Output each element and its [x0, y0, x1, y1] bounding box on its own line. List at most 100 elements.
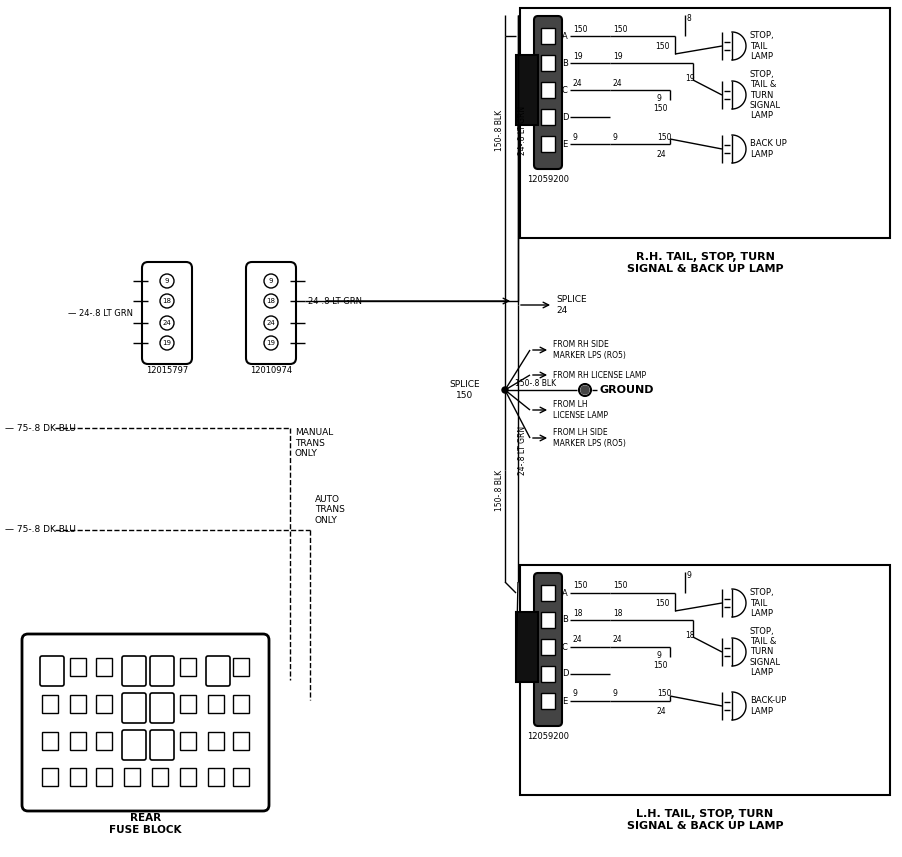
Text: 150: 150 — [612, 25, 627, 33]
Text: A: A — [561, 589, 567, 597]
Text: FROM RH SIDE
MARKER LPS (RO5): FROM RH SIDE MARKER LPS (RO5) — [552, 340, 625, 360]
Text: 150: 150 — [573, 582, 587, 590]
Bar — [42, 732, 58, 750]
Text: — 24-.8 LT GRN: — 24-.8 LT GRN — [68, 309, 133, 317]
Circle shape — [160, 294, 174, 308]
Circle shape — [263, 336, 278, 350]
Text: — 75-.8 DK BLU: — 75-.8 DK BLU — [5, 525, 76, 535]
Bar — [96, 658, 112, 676]
Text: STOP,
TAIL
LAMP: STOP, TAIL LAMP — [750, 588, 774, 618]
Text: GROUND: GROUND — [599, 385, 654, 395]
FancyBboxPatch shape — [206, 656, 230, 686]
Text: 150: 150 — [652, 661, 667, 669]
Text: SPLICE
150: SPLICE 150 — [449, 381, 480, 399]
Bar — [520, 8, 889, 238]
Bar — [515, 612, 538, 682]
Circle shape — [263, 316, 278, 330]
Text: 9: 9 — [686, 571, 691, 579]
Text: 19: 19 — [573, 51, 582, 61]
Text: 9: 9 — [657, 650, 661, 660]
Text: 9: 9 — [612, 133, 617, 141]
Text: 150: 150 — [652, 104, 667, 112]
Text: REAR: REAR — [130, 813, 161, 823]
Text: 9: 9 — [657, 93, 661, 103]
Text: 19: 19 — [266, 340, 275, 346]
Text: 150-.8 BLK: 150-.8 BLK — [514, 379, 556, 387]
Text: A: A — [561, 32, 567, 40]
Bar — [540, 585, 555, 601]
Bar — [540, 55, 555, 71]
Text: 150: 150 — [657, 690, 671, 698]
Text: 12059200: 12059200 — [527, 175, 568, 184]
FancyBboxPatch shape — [40, 656, 64, 686]
Bar — [152, 768, 168, 786]
Text: 150: 150 — [612, 582, 627, 590]
Circle shape — [160, 274, 174, 288]
Text: 24-.8 LT GRN: 24-.8 LT GRN — [308, 297, 362, 305]
Bar — [540, 666, 555, 682]
Text: B: B — [561, 615, 567, 625]
Bar — [520, 565, 889, 795]
Text: 8: 8 — [686, 14, 691, 22]
Text: FROM LH
LICENSE LAMP: FROM LH LICENSE LAMP — [552, 400, 607, 420]
Text: 18: 18 — [685, 631, 694, 639]
Text: R.H. TAIL, STOP, TURN
SIGNAL & BACK UP LAMP: R.H. TAIL, STOP, TURN SIGNAL & BACK UP L… — [626, 252, 782, 273]
Circle shape — [580, 386, 588, 394]
Bar — [70, 768, 86, 786]
Bar — [515, 55, 538, 125]
FancyBboxPatch shape — [150, 693, 174, 723]
Text: 24: 24 — [573, 636, 582, 644]
Text: 150: 150 — [657, 133, 671, 141]
Text: 12015797: 12015797 — [146, 366, 188, 375]
Text: AUTO
TRANS
ONLY: AUTO TRANS ONLY — [315, 495, 345, 524]
Text: D: D — [561, 669, 568, 679]
Text: 9: 9 — [164, 278, 169, 284]
FancyBboxPatch shape — [533, 573, 561, 726]
Text: 24: 24 — [266, 320, 275, 326]
Circle shape — [160, 316, 174, 330]
Text: B: B — [561, 58, 567, 68]
Text: 9: 9 — [269, 278, 273, 284]
Bar — [96, 695, 112, 713]
Bar — [124, 768, 140, 786]
Text: — 75-.8 DK BLU: — 75-.8 DK BLU — [5, 423, 76, 433]
Circle shape — [263, 274, 278, 288]
Text: BACK UP
LAMP: BACK UP LAMP — [750, 140, 786, 159]
Text: 19: 19 — [612, 51, 622, 61]
Bar — [70, 658, 86, 676]
Text: C: C — [561, 643, 567, 651]
Text: L.H. TAIL, STOP, TURN
SIGNAL & BACK UP LAMP: L.H. TAIL, STOP, TURN SIGNAL & BACK UP L… — [626, 809, 782, 830]
Text: 24: 24 — [162, 320, 171, 326]
Bar — [207, 732, 224, 750]
Bar — [96, 732, 112, 750]
Text: STOP,
TAIL
LAMP: STOP, TAIL LAMP — [750, 31, 774, 61]
FancyBboxPatch shape — [245, 262, 296, 364]
Text: 24: 24 — [657, 149, 666, 159]
Bar — [233, 658, 249, 676]
FancyBboxPatch shape — [122, 730, 146, 760]
Circle shape — [263, 294, 278, 308]
Bar — [540, 82, 555, 98]
Bar — [70, 695, 86, 713]
Text: C: C — [561, 86, 567, 94]
Bar — [96, 768, 112, 786]
Bar — [179, 732, 196, 750]
Text: 150: 150 — [654, 41, 668, 51]
Text: 24-.8 LT GRN: 24-.8 LT GRN — [518, 105, 527, 154]
Bar — [42, 695, 58, 713]
Text: 12010974: 12010974 — [250, 366, 291, 375]
Bar — [179, 658, 196, 676]
Text: 9: 9 — [573, 133, 577, 141]
Text: D: D — [561, 112, 568, 122]
FancyBboxPatch shape — [142, 262, 192, 364]
FancyBboxPatch shape — [22, 634, 269, 811]
Text: 18: 18 — [266, 298, 275, 304]
Text: 18: 18 — [573, 608, 582, 618]
Text: E: E — [561, 140, 566, 148]
Text: 12059200: 12059200 — [527, 732, 568, 741]
Bar — [70, 732, 86, 750]
Text: SPLICE
24: SPLICE 24 — [556, 296, 586, 315]
Bar — [207, 695, 224, 713]
Bar — [179, 768, 196, 786]
Bar — [233, 695, 249, 713]
